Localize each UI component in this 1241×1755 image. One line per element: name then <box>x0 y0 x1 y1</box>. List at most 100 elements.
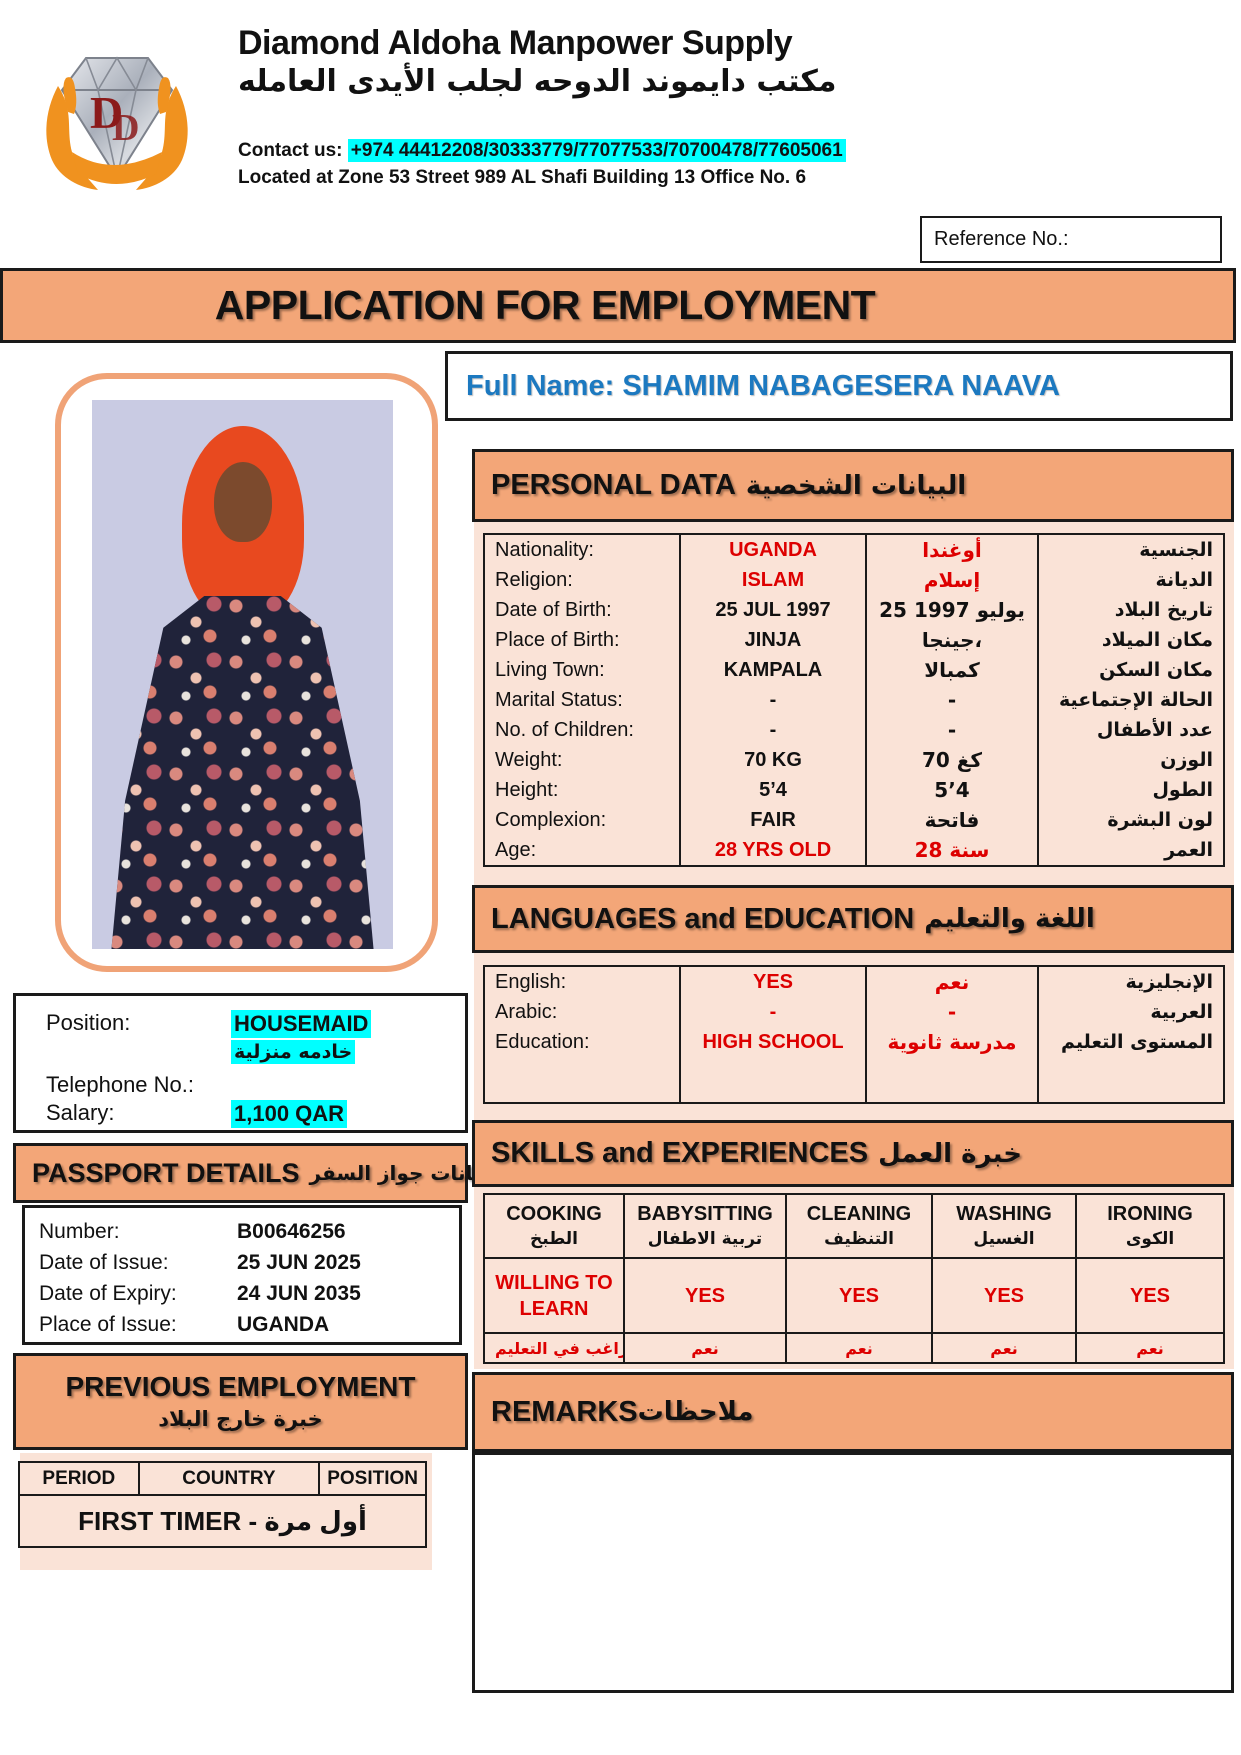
languages-table: English: YES نعم الإنجليزية Arabic: - - … <box>483 965 1225 1104</box>
skills-header: SKILLS and EXPERIENCES خبرة العمل <box>472 1120 1234 1187</box>
table-row: Height: 5’4 5’4 الطول <box>483 775 1225 805</box>
salary-value: 1,100 QAR <box>231 1100 348 1128</box>
arabic-label-arabic: العربية <box>1037 997 1225 1027</box>
svg-text:D: D <box>112 107 139 149</box>
weight-label-arabic: الوزن <box>1037 745 1225 775</box>
table-row: Weight: 70 KG كغ 70 الوزن <box>483 745 1225 775</box>
passport-box: Number: B00646256 Date of Issue: 25 JUN … <box>22 1205 462 1345</box>
table-row: Marital Status: - - الحالة الإجتماعية <box>483 685 1225 715</box>
children-value-arabic: - <box>865 715 1039 745</box>
company-name-arabic: مكتب دايموند الدوحه لجلب الأيدى العامله <box>238 64 837 99</box>
title-banner: APPLICATION FOR EMPLOYMENT <box>0 268 1236 343</box>
table-row: Date of Birth: 25 JUL 1997 يوليو 1997 25… <box>483 595 1225 625</box>
ironing-header: IRONING الكوى <box>1075 1193 1225 1259</box>
weight-value: 70 KG <box>679 745 867 775</box>
height-label-arabic: الطول <box>1037 775 1225 805</box>
complexion-label-arabic: لون البشرة <box>1037 805 1225 835</box>
svg-text:D: D <box>90 87 123 138</box>
complexion-value: FAIR <box>679 805 867 835</box>
table-row: Place of Birth: JINJA جينجا، مكان الميلا… <box>483 625 1225 655</box>
place-of-birth-value-arabic: جينجا، <box>865 625 1039 655</box>
children-label: No. of Children: <box>483 715 681 745</box>
table-header-row: COOKING الطبخ BABYSITTING تربية الاطفال … <box>483 1193 1225 1259</box>
table-row: راغب في التعليم نعم نعم نعم نعم <box>483 1332 1225 1364</box>
table-row: Nationality: UGANDA أوغندا الجنسية <box>483 534 1225 565</box>
passport-expiry-value: 24 JUN 2035 <box>237 1282 361 1305</box>
complexion-value-arabic: فاتحة <box>865 805 1039 835</box>
height-value-arabic: 5’4 <box>865 775 1039 805</box>
washing-value-arabic: نعم <box>931 1332 1077 1364</box>
salary-label: Salary: <box>46 1100 115 1125</box>
table-row: Age: 28 YRS OLD سنة 28 العمر <box>483 835 1225 866</box>
marital-status-label-arabic: الحالة الإجتماعية <box>1037 685 1225 715</box>
face-shape <box>214 462 272 542</box>
cooking-header: COOKING الطبخ <box>483 1193 625 1259</box>
address-line: Located at Zone 53 Street 989 AL Shafi B… <box>238 167 807 188</box>
company-logo: D D <box>28 28 206 193</box>
first-timer-value: FIRST TIMER - أول مرة <box>18 1494 427 1548</box>
religion-value: ISLAM <box>679 565 867 595</box>
contact-line: Contact us: +974 44412208/30333779/77077… <box>238 139 846 162</box>
passport-number-label: Number: <box>39 1220 120 1243</box>
applicant-photo <box>92 400 393 949</box>
passport-place-label: Place of Issue: <box>39 1313 177 1336</box>
arabic-label: Arabic: <box>483 997 681 1027</box>
passport-details-header: PASSPORT DETAILS بيانات جواز السفر <box>13 1143 489 1203</box>
personal-data-title: PERSONAL DATA <box>491 469 736 501</box>
passport-title: PASSPORT DETAILS <box>32 1157 300 1188</box>
living-town-value-arabic: كمبالا <box>865 655 1039 685</box>
position-label: Position: <box>46 1010 131 1035</box>
photo-frame <box>55 373 438 972</box>
weight-value-arabic: كغ 70 <box>865 745 1039 775</box>
babysitting-header: BABYSITTING تربية الاطفال <box>623 1193 787 1259</box>
position-box: Position: HOUSEMAID خادمه منزلية Telepho… <box>13 993 468 1133</box>
nationality-value-arabic: أوغندا <box>865 534 1039 565</box>
previous-employment-title: PREVIOUS EMPLOYMENT <box>65 1370 416 1402</box>
contact-label: Contact us: <box>238 140 343 161</box>
education-label: Education: <box>483 1027 681 1057</box>
babysitting-value-arabic: نعم <box>623 1332 787 1364</box>
passport-title-arabic: بيانات جواز السفر <box>309 1161 489 1185</box>
position-value: HOUSEMAID <box>231 1010 372 1038</box>
skills-table: COOKING الطبخ BABYSITTING تربية الاطفال … <box>483 1193 1225 1364</box>
place-of-birth-label: Place of Birth: <box>483 625 681 655</box>
age-label: Age: <box>483 835 681 866</box>
skills-title-arabic: خبرة العمل <box>878 1138 1022 1169</box>
table-row: Education: HIGH SCHOOL مدرسة ثانوية المس… <box>483 1027 1225 1057</box>
company-name: Diamond Aldoha Manpower Supply <box>238 24 793 62</box>
religion-label-arabic: الديانة <box>1037 565 1225 595</box>
religion-value-arabic: إسلام <box>865 565 1039 595</box>
position-column-header: POSITION <box>318 1461 427 1496</box>
arabic-value-arabic: - <box>865 997 1039 1027</box>
date-of-birth-label: Date of Birth: <box>483 595 681 625</box>
english-label-arabic: الإنجليزية <box>1037 966 1225 997</box>
remarks-title-arabic: ملاحظات <box>637 1397 754 1427</box>
remarks-title: REMARKS <box>491 1395 638 1428</box>
personal-data-table: Nationality: UGANDA أوغندا الجنسية Relig… <box>483 533 1225 867</box>
religion-label: Religion: <box>483 565 681 595</box>
weight-label: Weight: <box>483 745 681 775</box>
cleaning-value: YES <box>785 1257 933 1334</box>
ironing-value: YES <box>1075 1257 1225 1334</box>
marital-status-value: - <box>679 685 867 715</box>
education-value: HIGH SCHOOL <box>679 1027 867 1057</box>
passport-number-value: B00646256 <box>237 1220 346 1243</box>
table-row: Religion: ISLAM إسلام الديانة <box>483 565 1225 595</box>
floral-dress-shape <box>111 596 374 949</box>
english-label: English: <box>483 966 681 997</box>
children-value: - <box>679 715 867 745</box>
full-name-label: Full Name: <box>466 369 615 402</box>
previous-employment-title-arabic: خبرة خارج البلاد <box>158 1406 323 1431</box>
personal-data-title-arabic: البيانات الشخصية <box>745 470 967 501</box>
table-row: No. of Children: - - عدد الأطفال <box>483 715 1225 745</box>
marital-status-label: Marital Status: <box>483 685 681 715</box>
education-label-arabic: المستوى التعليم <box>1037 1027 1225 1057</box>
living-town-value: KAMPALA <box>679 655 867 685</box>
passport-issue-label: Date of Issue: <box>39 1251 169 1274</box>
passport-expiry-label: Date of Expiry: <box>39 1282 177 1305</box>
period-column-header: PERIOD <box>18 1461 140 1496</box>
passport-issue-value: 25 JUN 2025 <box>237 1251 361 1274</box>
babysitting-value: YES <box>623 1257 787 1334</box>
height-value: 5’4 <box>679 775 867 805</box>
